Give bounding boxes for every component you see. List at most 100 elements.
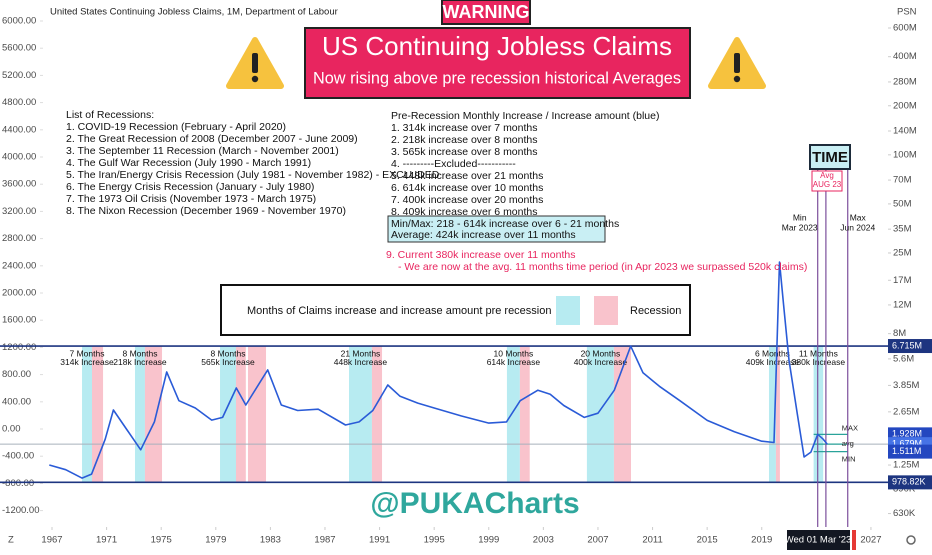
- x-tick-label: 2003: [533, 535, 554, 546]
- y-tick-label: 5600.00: [2, 43, 36, 54]
- recession-list-title: List of Recessions:: [66, 109, 154, 121]
- series-line: [49, 261, 828, 479]
- period-label: 614k Increase: [487, 357, 541, 367]
- pre-recession-band: [506, 346, 520, 483]
- price-label: 978.82K: [892, 477, 926, 487]
- period-label: 8 Months: [122, 348, 157, 358]
- y2-tick-label: 25M: [893, 247, 912, 258]
- period-label: 10 Months: [494, 348, 534, 358]
- subheadline: Now rising above pre recession historica…: [313, 68, 681, 87]
- time-marker-label: Mar 2023: [782, 222, 818, 232]
- price-label-box: [888, 339, 932, 354]
- crosshair-label: Wed 01 Mar '23: [785, 535, 852, 546]
- increase-list-item: 5. 448k increase over 21 months: [391, 170, 543, 182]
- price-label: 1.511M: [892, 446, 921, 456]
- y2-tick-label: 35M: [893, 224, 912, 235]
- y2-tick-label: 200M: [893, 100, 917, 111]
- x-tick-label: 1979: [205, 535, 226, 546]
- y-tick-label: 4000.00: [2, 152, 36, 163]
- price-label: 1.928M: [892, 429, 922, 439]
- y2-tick-label: 630K: [893, 508, 916, 519]
- y-tick-label: -1200.00: [2, 505, 40, 516]
- settings-icon[interactable]: [906, 535, 916, 545]
- y2-tick-label: 140M: [893, 126, 917, 137]
- level-tag: MIN: [842, 455, 856, 464]
- increase-list-title: Pre-Recession Monthly Increase / Increas…: [391, 110, 659, 122]
- crosshair-marker: [852, 530, 856, 550]
- x-tick-label: 1967: [41, 535, 62, 546]
- pre-recession-band: [134, 346, 145, 483]
- period-label: 380k Increase: [792, 357, 846, 367]
- level-tag: MAX: [842, 423, 858, 432]
- time-marker-label: Max: [850, 212, 867, 222]
- price-label: 6.715M: [892, 340, 922, 350]
- zoom-icon: Z: [8, 535, 14, 546]
- y2-tick-label: 70M: [893, 175, 912, 186]
- y-tick-label: 2800.00: [2, 233, 36, 244]
- pre-recession-band: [768, 346, 776, 483]
- legend-label: Months of Claims increase and increase a…: [247, 305, 551, 317]
- pre-recession-band: [813, 346, 824, 483]
- recession-list-item: 6. The Energy Crisis Recession (January …: [66, 181, 314, 193]
- avg-box: [811, 170, 843, 192]
- y-tick-label: 4800.00: [2, 97, 36, 108]
- notes: List of Recessions:1. COVID-19 Recession…: [66, 109, 659, 218]
- headline: US Continuing Jobless Claims: [322, 31, 672, 61]
- increase-list-item: 1. 314k increase over 7 months: [391, 122, 538, 134]
- recession-band: [144, 346, 163, 483]
- y-tick-label: 3200.00: [2, 206, 36, 217]
- recession-list-item: 1. COVID-19 Recession (February - April …: [66, 121, 286, 133]
- time-marker-label: Jun 2024: [840, 222, 875, 232]
- warning-icon: [226, 37, 284, 89]
- y2-tick-label: 1.25M: [893, 460, 919, 471]
- x-tick-label: 1999: [478, 535, 499, 546]
- period-label: 448k Increase: [334, 357, 388, 367]
- time-marker-label: Min: [793, 212, 807, 222]
- y-tick-label: 6000.00: [2, 16, 36, 27]
- x-tick-label: 1991: [369, 535, 390, 546]
- y-tick-label: -400.00: [2, 451, 34, 462]
- chart-title: United States Continuing Jobless Claims,…: [50, 7, 338, 18]
- current-note: - We are now at the avg. 11 months time …: [398, 261, 807, 273]
- recession-band: [775, 346, 780, 483]
- legend-label: Recession: [630, 305, 681, 317]
- period-label: 21 Months: [341, 348, 381, 358]
- y-tick-label: 1600.00: [2, 315, 36, 326]
- pre-recession-band: [349, 346, 372, 483]
- headline-box: [304, 27, 691, 99]
- y2-tick-label: 17M: [893, 275, 912, 286]
- recession-list-item: 2. The Great Recession of 2008 (December…: [66, 133, 358, 145]
- period-label: 314k Increase: [60, 357, 114, 367]
- legend-swatch: [556, 296, 580, 325]
- price-label-box: [888, 444, 932, 459]
- y2-tick-label: 5.6M: [893, 353, 914, 364]
- recession-list-item: 5. The Iran/Energy Crisis Recession (Jul…: [66, 169, 440, 181]
- warning-text: WARNING: [443, 2, 530, 22]
- y2-tick-label: 2.65M: [893, 406, 919, 417]
- crosshair-box: [787, 530, 850, 550]
- y2-tick-label: 400M: [893, 51, 917, 62]
- increase-list-item: 4. ---------Excluded-----------: [391, 158, 516, 170]
- y2-tick-label: 100M: [893, 149, 917, 160]
- increase-list-item: 8. 409k increase over 6 months: [391, 206, 538, 218]
- period-label: 409k Increase: [746, 357, 800, 367]
- y-tick-label: -800.00: [2, 478, 34, 489]
- time-box: [809, 144, 851, 170]
- summary-line: Average: 424k increase over 11 months: [391, 229, 576, 241]
- y-tick-label: 400.00: [2, 396, 31, 407]
- x-tick-label: 2007: [587, 535, 608, 546]
- axes: 6000.00 5600.00 5200.00 4800.00 4400.00 4000.…: [2, 16, 919, 546]
- recession-list-item: 4. The Gulf War Recession (July 1990 - M…: [66, 157, 311, 169]
- period-label: 7 Months: [70, 348, 105, 358]
- plot: MAXavgMIN: [0, 170, 888, 527]
- y-tick-label: 2000.00: [2, 288, 36, 299]
- watermark: @PUKACharts: [370, 487, 579, 520]
- period-label: 8 Months: [211, 348, 246, 358]
- x-tick-label: 1995: [424, 535, 445, 546]
- warning-box: [441, 0, 531, 25]
- price-label-box: [888, 475, 932, 490]
- period-label: 218k Increase: [113, 357, 167, 367]
- y-tick-label: 5200.00: [2, 70, 36, 81]
- time-marker-label: Avg: [820, 171, 834, 180]
- recession-list-item: 8. The Nixon Recession (December 1969 - …: [66, 205, 346, 217]
